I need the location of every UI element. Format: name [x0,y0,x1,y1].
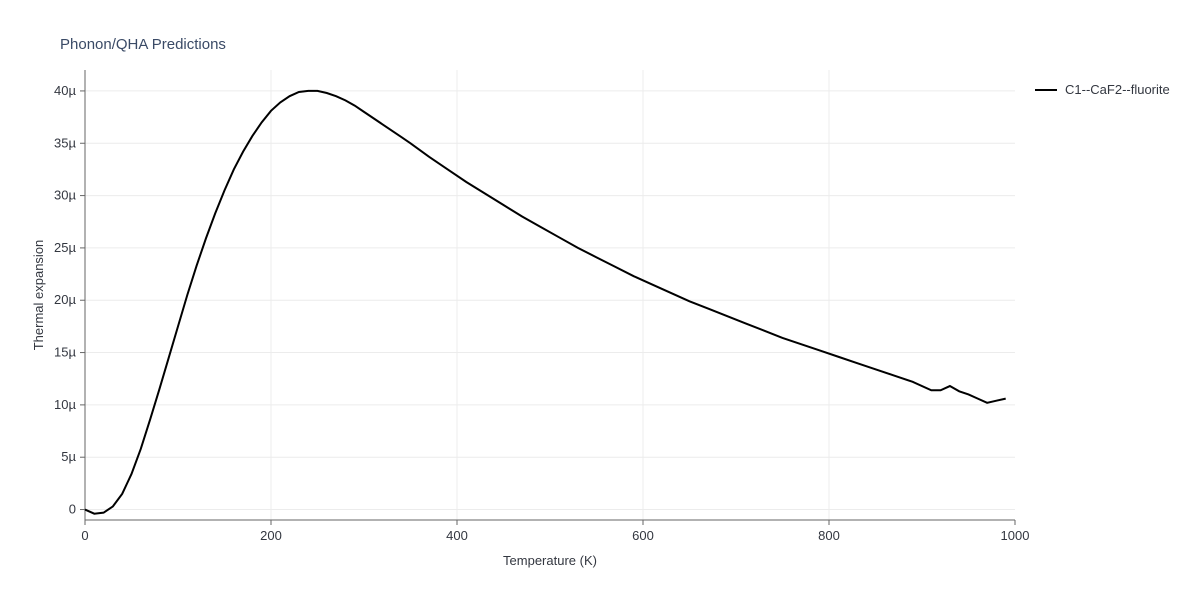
chart-legend[interactable]: C1--CaF2--fluorite [1035,82,1170,97]
legend-swatch [1035,89,1057,91]
svg-text:0: 0 [69,502,76,517]
legend-label: C1--CaF2--fluorite [1065,82,1170,97]
svg-text:400: 400 [446,528,468,543]
chart-container: Phonon/QHA Predictions 0 200 400 600 800 1000… [0,0,1200,600]
svg-text:600: 600 [632,528,654,543]
svg-text:35µ: 35µ [54,135,76,150]
svg-text:200: 200 [260,528,282,543]
svg-text:5µ: 5µ [61,449,76,464]
svg-text:Temperature (K): Temperature (K) [503,553,597,568]
svg-text:Thermal expansion: Thermal expansion [31,240,46,351]
svg-text:1000: 1000 [1001,528,1030,543]
svg-text:25µ: 25µ [54,240,76,255]
svg-text:800: 800 [818,528,840,543]
chart-title: Phonon/QHA Predictions [60,36,226,53]
chart-plot[interactable]: 0 200 400 600 800 1000 0 5µ 10µ 15µ 20µ 25µ 30µ 35µ 40… [30,60,1040,570]
svg-text:30µ: 30µ [54,188,76,203]
svg-text:40µ: 40µ [54,83,76,98]
svg-text:10µ: 10µ [54,397,76,412]
svg-text:15µ: 15µ [54,345,76,360]
svg-text:0: 0 [81,528,88,543]
svg-text:20µ: 20µ [54,292,76,307]
